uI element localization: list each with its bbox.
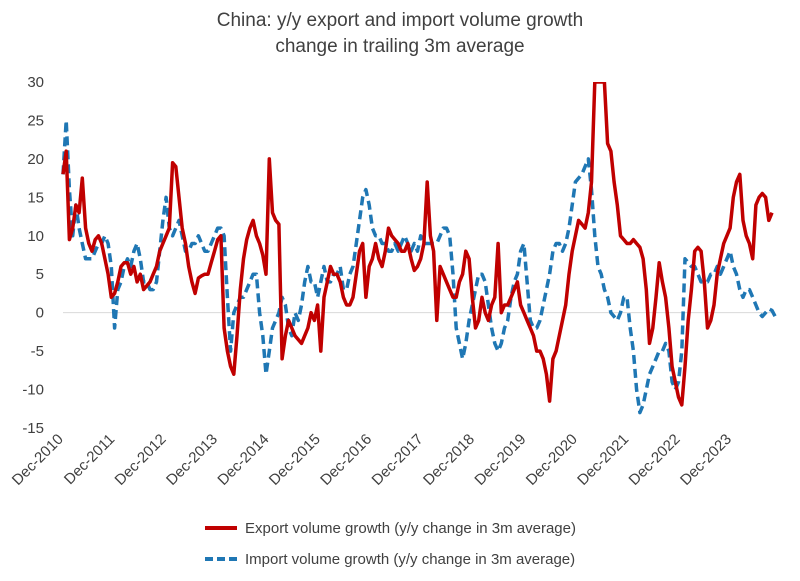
legend-item-import: Import volume growth (y/y change in 3m a…	[205, 549, 575, 569]
x-tick-label: Dec-2020	[523, 431, 581, 489]
y-tick-label: 25	[27, 112, 44, 129]
legend-label-import: Import volume growth (y/y change in 3m a…	[245, 550, 576, 568]
series-line-export	[61, 82, 774, 407]
x-tick-label: Dec-2013	[163, 431, 221, 489]
chart-title-line-2: change in trailing 3m average	[275, 36, 525, 57]
x-tick-label: Dec-2018	[420, 431, 478, 489]
y-tick-label: 20	[27, 151, 44, 168]
x-tick-label: Dec-2015	[266, 431, 324, 489]
x-tick-label: Dec-2014	[214, 431, 272, 489]
x-axis: Dec-2010Dec-2011Dec-2012Dec-2013Dec-2014…	[9, 431, 735, 489]
x-tick-label: Dec-2010	[9, 431, 67, 489]
legend-swatch-export	[205, 526, 237, 530]
x-tick-label: Dec-2022	[626, 431, 684, 489]
x-tick-label: Dec-2019	[471, 431, 529, 489]
legend-item-export: Export volume growth (y/y change in 3m a…	[205, 518, 576, 538]
x-tick-label: Dec-2012	[112, 431, 170, 489]
legend-swatch-import	[205, 557, 237, 561]
legend-label-export: Export volume growth (y/y change in 3m a…	[245, 519, 576, 537]
y-axis: 30 25 20 15 10 5 0 -5 -10 -15	[22, 74, 44, 437]
x-tick-label: Dec-2017	[369, 431, 427, 489]
y-tick-label: -5	[31, 343, 44, 360]
x-tick-label: Dec-2023	[677, 431, 735, 489]
y-tick-label: -15	[22, 420, 44, 437]
y-tick-label: 10	[27, 228, 44, 245]
x-tick-label: Dec-2021	[574, 431, 632, 489]
y-tick-label: 0	[36, 305, 44, 322]
x-tick-label: Dec-2016	[317, 431, 375, 489]
y-tick-label: 30	[27, 74, 44, 91]
y-tick-label: 5	[36, 266, 44, 283]
chart-title-line-1: China: y/y export and import volume grow…	[216, 10, 584, 31]
series-layer	[61, 82, 777, 415]
x-tick-label: Dec-2011	[61, 431, 118, 488]
y-tick-label: -10	[22, 382, 44, 399]
y-tick-label: 15	[27, 189, 44, 206]
